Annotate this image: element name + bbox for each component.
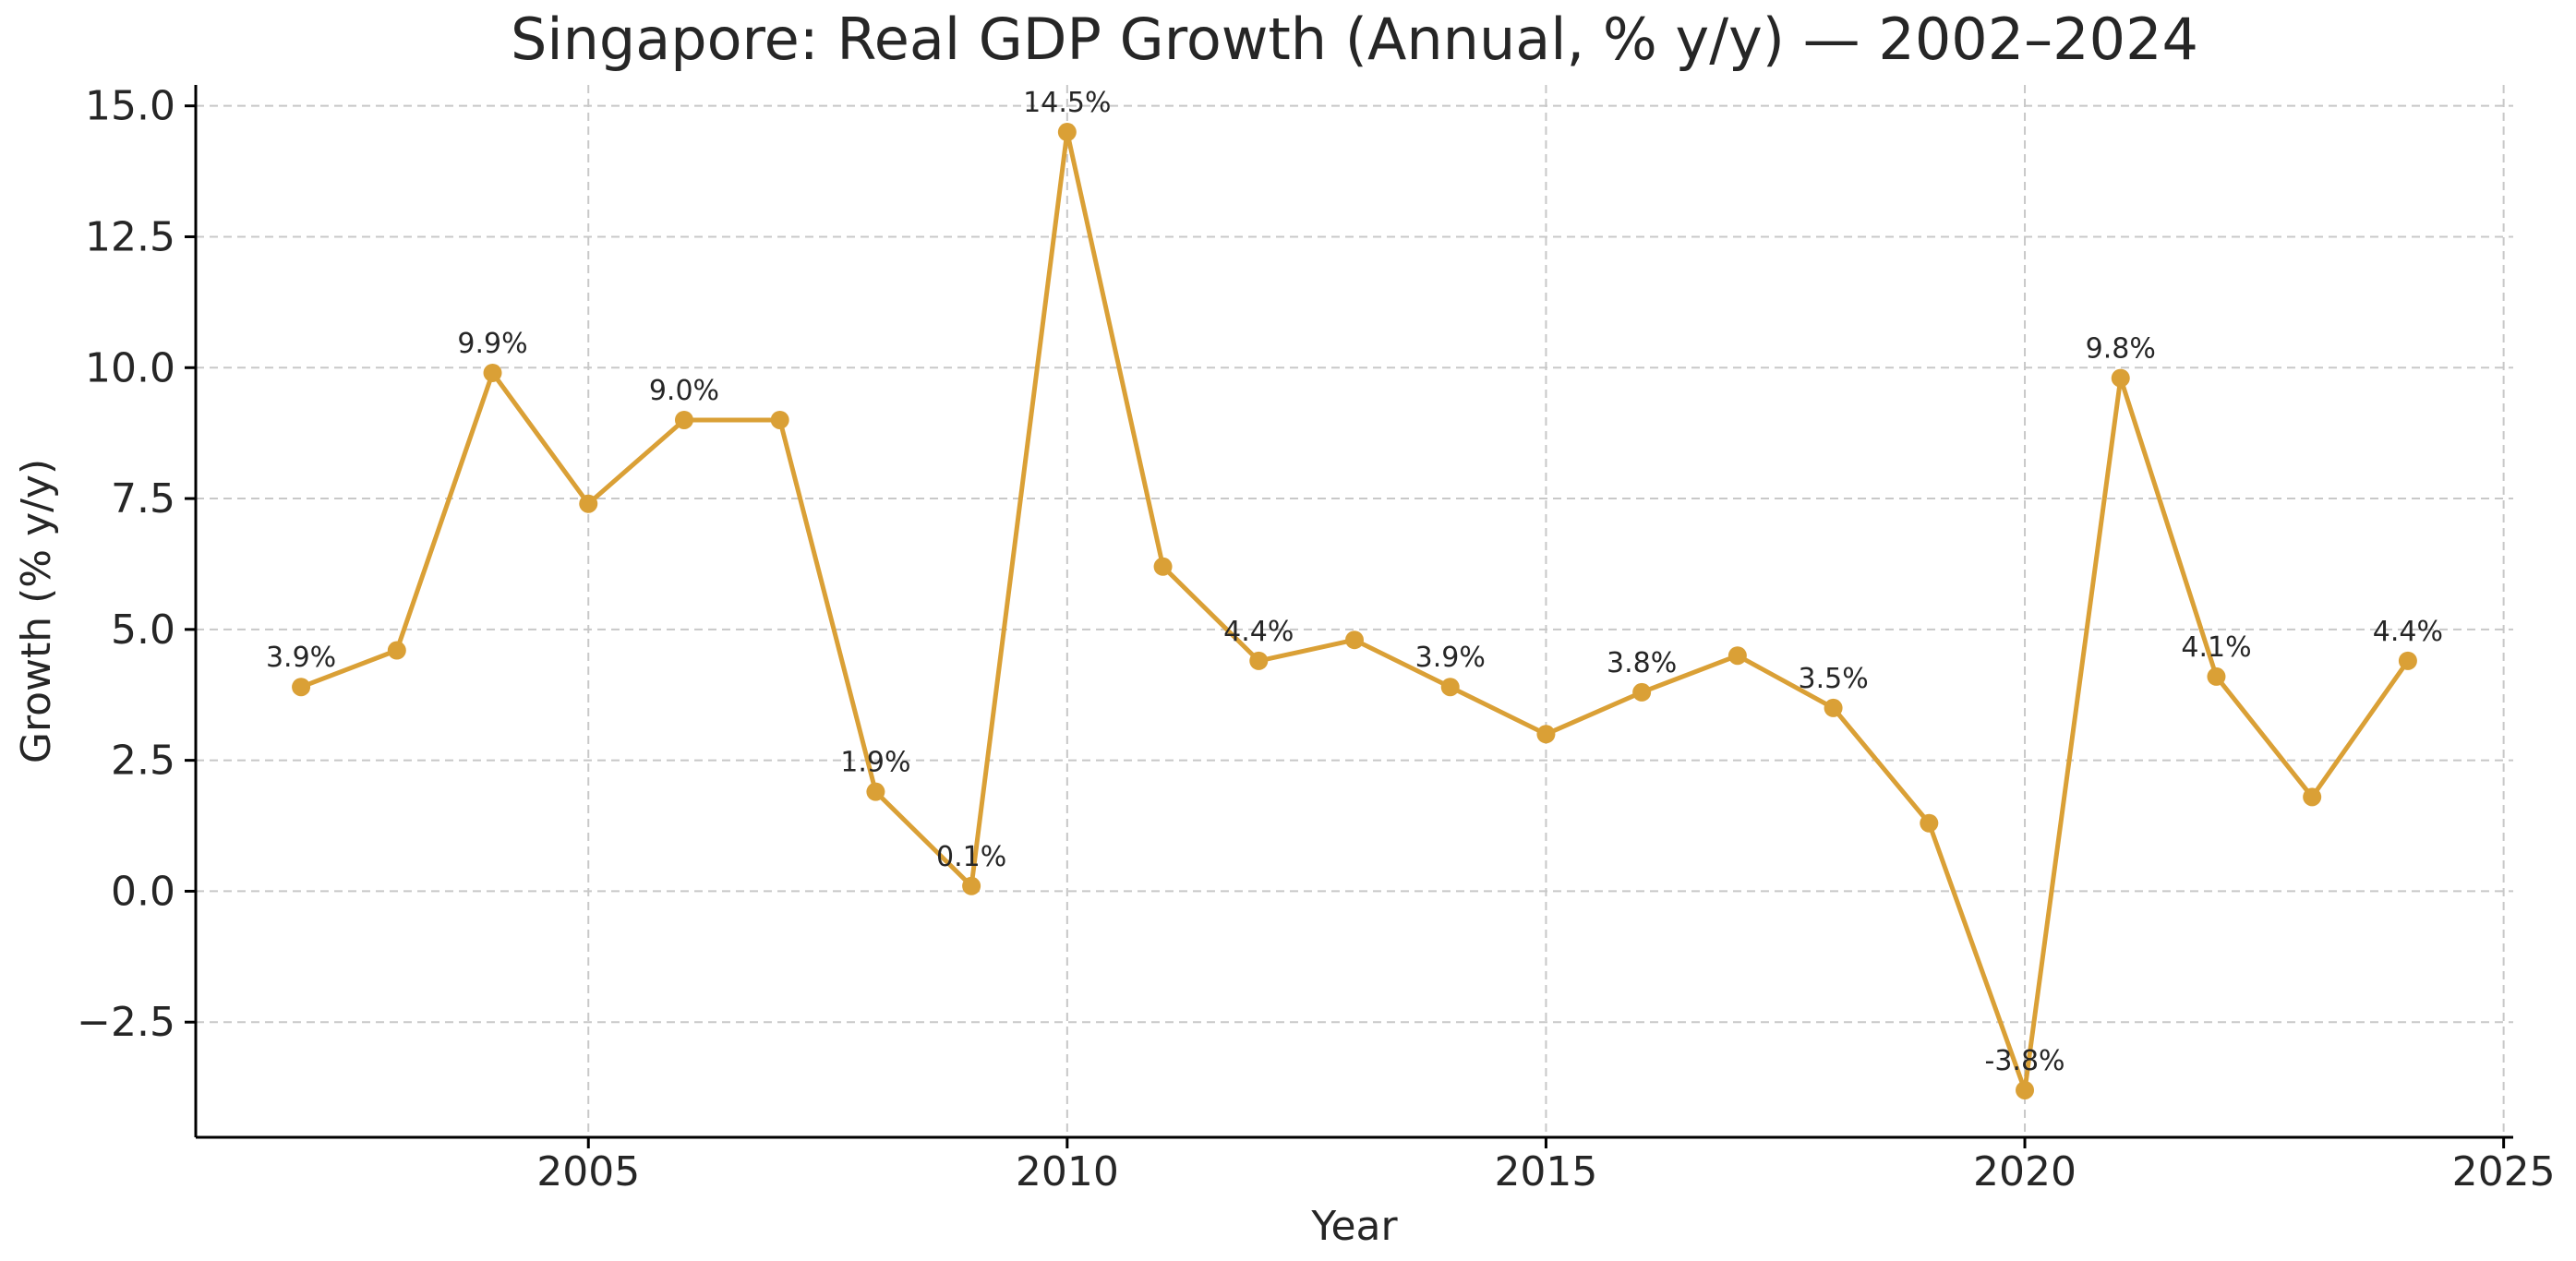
y-tick-label: 10.0 [85, 344, 175, 391]
y-tick-label: 0.0 [111, 868, 175, 915]
data-point [2207, 667, 2226, 686]
x-axis-label: Year [1310, 1203, 1398, 1250]
data-point [579, 494, 598, 513]
chart-title: Singapore: Real GDP Growth (Annual, % y/… [511, 6, 2198, 73]
y-tick-label: 5.0 [111, 606, 175, 654]
y-tick-label: −2.5 [77, 999, 175, 1046]
data-point [1440, 678, 1460, 697]
grid-lines [196, 85, 2513, 1137]
data-label: 4.4% [1223, 616, 1294, 648]
y-axis-ticks: −2.5 0.0 2.5 5.0 7.5 10.0 12.5 15.0 [77, 83, 196, 1046]
data-point [1249, 651, 1269, 670]
x-tick-label: 2015 [1494, 1148, 1597, 1195]
data-point [866, 782, 885, 801]
data-point [962, 876, 981, 895]
data-point [1345, 630, 1364, 650]
data-point [674, 410, 693, 429]
y-tick-label: 2.5 [111, 738, 175, 785]
data-point [2398, 651, 2417, 670]
y-tick-label: 12.5 [85, 213, 175, 260]
data-point [770, 410, 789, 429]
data-label: 9.8% [2086, 333, 2156, 366]
data-label: 3.8% [1607, 647, 1677, 679]
data-label: 3.5% [1798, 663, 1868, 695]
data-labels: 3.9% 9.9% 9.0% 1.9% 0.1% 14.5% 4.4% 3.9% 3.8% 3.5… [266, 87, 2443, 1077]
data-point [1536, 725, 1556, 744]
data-point [2303, 787, 2322, 807]
data-label: 4.1% [2181, 631, 2251, 664]
x-tick-label: 2020 [1973, 1148, 2076, 1195]
y-axis-label: Growth (% y/y) [13, 459, 60, 763]
data-label: 0.1% [936, 841, 1006, 873]
axes [194, 85, 2513, 1139]
data-point [292, 678, 311, 697]
data-label: 9.9% [457, 328, 527, 360]
data-point [387, 641, 406, 660]
data-point [1153, 557, 1173, 576]
data-point [1727, 646, 1747, 666]
data-point [1920, 813, 1939, 833]
x-tick-label: 2005 [536, 1148, 640, 1195]
series-line [298, 129, 2411, 1093]
data-label: 9.0% [649, 375, 719, 407]
data-label: -3.8% [1985, 1045, 2065, 1077]
y-tick-label: 15.0 [85, 83, 175, 130]
x-tick-label: 2025 [2452, 1148, 2556, 1195]
data-label: 3.9% [266, 642, 336, 674]
x-tick-label: 2010 [1016, 1148, 1119, 1195]
data-label: 1.9% [840, 747, 910, 779]
data-point [1632, 682, 1652, 702]
data-label: 4.4% [2373, 616, 2443, 648]
data-point [1057, 123, 1077, 142]
y-tick-label: 7.5 [111, 475, 175, 522]
data-point [1824, 698, 1843, 717]
data-point [483, 363, 502, 382]
x-axis-ticks: 2005 2010 2015 2020 2025 [536, 1137, 2556, 1195]
series-line-path [298, 129, 2411, 1093]
data-point [2111, 368, 2130, 388]
data-label: 3.9% [1415, 642, 1486, 674]
data-label: 14.5% [1023, 87, 1111, 119]
data-points [292, 123, 2417, 1099]
data-point [2016, 1080, 2035, 1099]
